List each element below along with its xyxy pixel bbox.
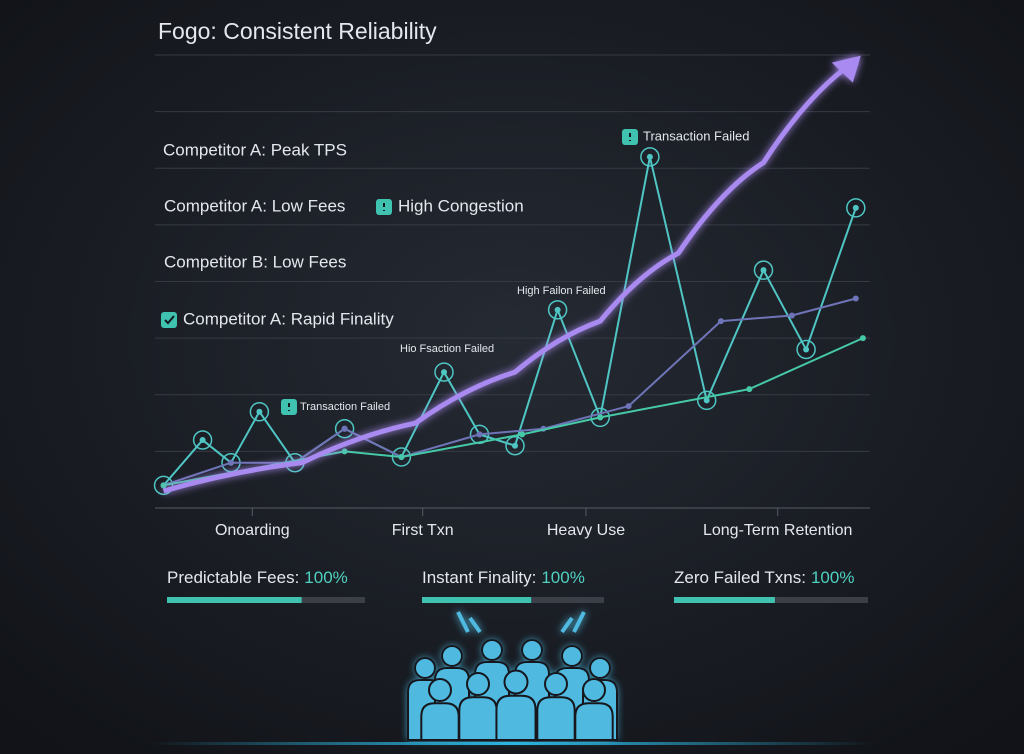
point: [199, 437, 206, 444]
point: [803, 346, 810, 353]
marker-ring: [796, 339, 816, 360]
series-label: High Congestion: [398, 196, 524, 215]
x-tick-label: Long-Term Retention: [703, 522, 852, 539]
marker-ring: [334, 418, 355, 439]
person-body: [536, 696, 576, 741]
point: [646, 153, 653, 160]
x-tick-label: First Txn: [392, 522, 454, 539]
point: [717, 318, 724, 325]
point: [852, 204, 859, 211]
check-icon: [161, 312, 177, 328]
person-head: [466, 672, 490, 696]
point: [519, 431, 526, 438]
chart-title: Fogo: Consistent Reliability: [158, 18, 437, 44]
point: [788, 312, 795, 319]
person-body: [458, 696, 498, 741]
series-label: Competitor A: Low Fees: [164, 196, 345, 215]
person-head: [521, 639, 543, 661]
point: [703, 397, 710, 404]
annotation: Transaction Failed: [643, 128, 749, 143]
x-tick-label: Heavy Use: [547, 522, 625, 539]
annotation: Transaction Failed: [300, 401, 390, 413]
metric-name: Instant Finality:: [422, 568, 536, 587]
point: [228, 459, 234, 466]
marker-ring: [696, 390, 717, 411]
series-label: Competitor B: Low Fees: [164, 252, 346, 271]
crowd: [407, 611, 618, 741]
person-head: [544, 672, 568, 696]
point: [597, 414, 604, 421]
person-head: [441, 645, 463, 667]
metric-value: 100%: [304, 568, 347, 587]
x-tick-label: Onoarding: [215, 522, 290, 539]
point: [160, 482, 167, 489]
person-body: [495, 694, 537, 741]
progress-fill: [422, 597, 532, 603]
point: [852, 295, 859, 302]
metric-label: Predictable Fees: 100%: [167, 568, 348, 587]
series-label: Competitor A: Peak TPS: [163, 140, 347, 159]
point: [859, 335, 866, 342]
person-head: [589, 657, 611, 679]
person-head: [481, 639, 503, 661]
marker-ring: [547, 300, 568, 320]
point: [512, 442, 518, 449]
point: [398, 454, 405, 461]
metric-name: Predictable Fees:: [167, 568, 299, 587]
marker-ring: [846, 198, 866, 218]
arrow-head: [831, 55, 861, 83]
point: [554, 306, 561, 313]
marker-ring: [249, 401, 270, 422]
person-head: [582, 678, 606, 702]
metric-label: Zero Failed Txns: 100%: [674, 568, 854, 587]
metric-value: 100%: [541, 568, 584, 587]
point: [441, 369, 447, 376]
point: [625, 403, 632, 410]
metric-value: 100%: [811, 568, 854, 587]
marker-ring: [434, 362, 454, 382]
progress-fill: [674, 597, 775, 603]
marker-ring: [640, 147, 660, 167]
person-head: [561, 645, 583, 667]
marker-ring: [192, 430, 213, 450]
point: [760, 267, 767, 274]
series-label: Competitor A: Rapid Finality: [183, 309, 394, 328]
marker-ring: [153, 475, 174, 496]
point: [746, 386, 753, 393]
annotation: High Failon Failed: [517, 285, 606, 297]
icon-glyph: [164, 315, 175, 325]
progress-fill: [167, 597, 302, 603]
annotation: Hio Fsaction Failed: [400, 343, 494, 355]
metric-name: Zero Failed Txns:: [674, 568, 806, 587]
person-head: [503, 669, 529, 695]
person-body: [420, 702, 460, 741]
person-head: [428, 678, 452, 702]
metric-label: Instant Finality: 100%: [422, 568, 585, 587]
point: [476, 431, 483, 438]
person-head: [414, 657, 436, 679]
person-body: [574, 702, 614, 741]
point: [341, 448, 348, 455]
arrow-curve: [162, 58, 858, 494]
marker-ring: [590, 407, 610, 428]
glow-floor: [150, 742, 874, 745]
point: [256, 408, 263, 415]
marker-ring: [753, 260, 774, 280]
point: [341, 425, 348, 432]
